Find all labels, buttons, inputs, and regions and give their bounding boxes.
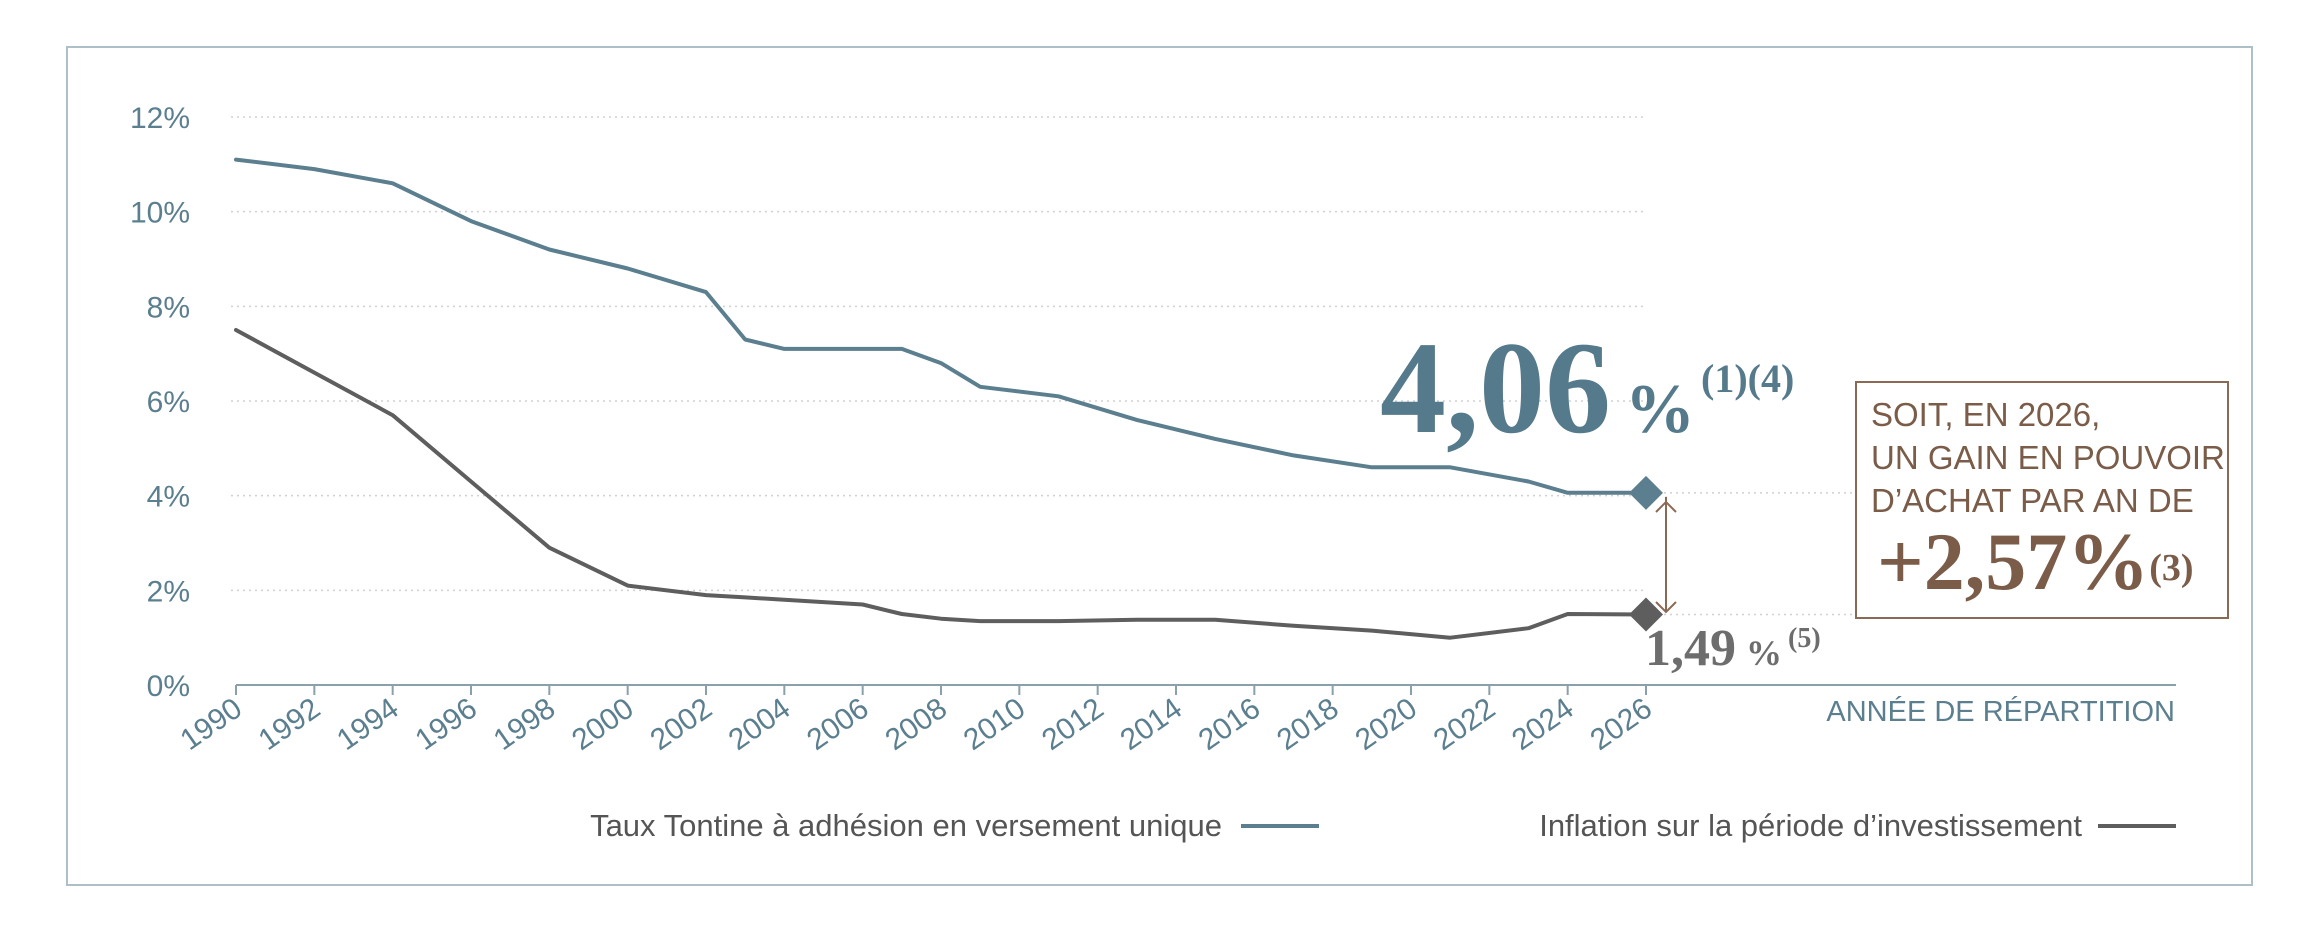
gain-value: +2,57% [1877, 516, 2150, 607]
x-tick-label: 2010 [958, 692, 1032, 757]
gain-notes: (3) [2149, 547, 2194, 589]
main-unit: % [1625, 371, 1695, 448]
y-tick-label: 12% [130, 102, 190, 135]
gain-line-2: UN GAIN EN POUVOIR [1871, 439, 2225, 476]
gain-line-1: SOIT, EN 2026, [1871, 396, 2101, 433]
series-line-tontine [234, 157, 1648, 495]
main-notes: (1)(4) [1701, 356, 1794, 401]
legend-label-inflation: Inflation sur la période d’investissemen… [1539, 808, 2082, 843]
x-tick-label: 2026 [1584, 692, 1658, 757]
x-tick-label: 2014 [1114, 692, 1188, 757]
x-tick-label: 2008 [879, 692, 953, 757]
x-tick-label: 1996 [409, 692, 483, 757]
gain-value-annotation: +2,57%(3) [1877, 517, 2194, 607]
x-tick-label: 2000 [566, 692, 640, 757]
chart-frame [66, 46, 2253, 886]
inflation-value: 1,49 [1645, 620, 1736, 677]
y-tick-label: 10% [130, 197, 190, 230]
inflation-value-annotation: 1,49 % (5) [1645, 620, 1821, 677]
x-tick-label: 2016 [1193, 692, 1267, 757]
x-tick-label: 2002 [644, 692, 718, 757]
y-tick-label: 8% [147, 291, 190, 324]
x-tick-label: 2004 [723, 692, 797, 757]
end-marker-tontine [1629, 475, 1663, 510]
y-tick-label: 0% [147, 670, 190, 703]
grid-lines [231, 116, 1855, 616]
x-axis-title: ANNÉE DE RÉPARTITION [1826, 695, 2175, 728]
x-tick-label: 2012 [1036, 692, 1110, 757]
x-tick-label: 2022 [1428, 692, 1502, 757]
x-tick-label: 2024 [1506, 692, 1580, 757]
x-tick-label: 2020 [1349, 692, 1423, 757]
y-tick-label: 2% [147, 575, 190, 608]
series-line-inflation [234, 328, 1648, 640]
x-tick-label: 1992 [253, 692, 327, 757]
inflation-notes: (5) [1788, 623, 1821, 654]
inflation-unit: % [1746, 633, 1782, 673]
x-tick-label: 1994 [331, 692, 405, 757]
end-marker-inflation [1629, 597, 1663, 632]
x-tick-label: 2006 [801, 692, 875, 757]
main-value: 4,06 [1380, 314, 1611, 461]
legend-label-tontine: Taux Tontine à adhésion en versement uni… [590, 808, 1222, 843]
legend: Taux Tontine à adhésion en versement uni… [590, 808, 2176, 843]
y-axis-ticks: 12% 10% 8% 6% 4% 2% 0% [130, 102, 190, 703]
y-tick-label: 6% [147, 386, 190, 419]
gain-line-3: D’ACHAT PAR AN DE [1871, 482, 2194, 519]
x-tick-label: 2018 [1271, 692, 1345, 757]
main-value-annotation: 4,06 % (1)(4) [1380, 314, 1794, 461]
series-lines [234, 157, 1663, 640]
y-tick-label: 4% [147, 481, 190, 514]
gain-callout-box: SOIT, EN 2026, UN GAIN EN POUVOIR D’ACHA… [1855, 381, 2229, 619]
gain-arrow [1655, 496, 1677, 614]
x-tick-label: 1998 [488, 692, 562, 757]
